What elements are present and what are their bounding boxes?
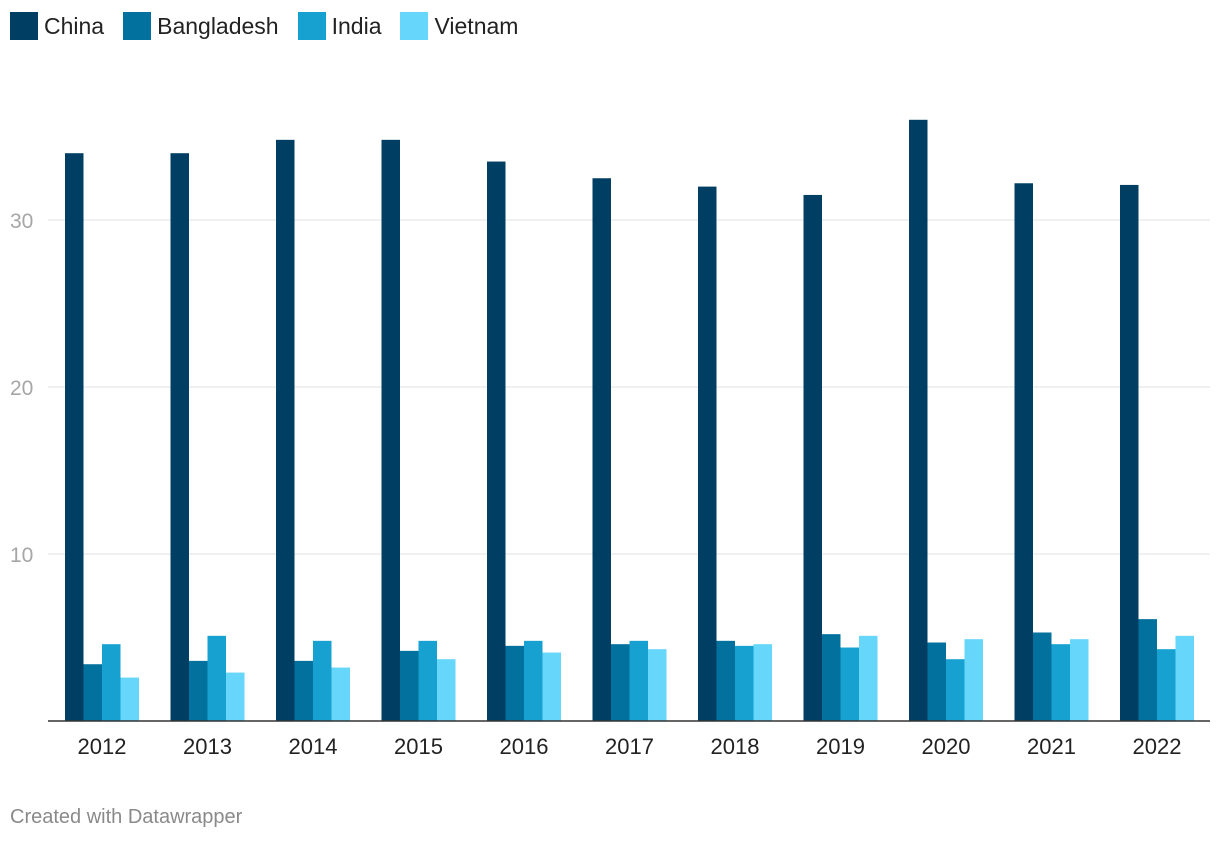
bar-vietnam-2021 — [1070, 639, 1089, 721]
x-tick-label: 2019 — [816, 734, 865, 759]
bar-vietnam-2016 — [542, 652, 561, 721]
legend-swatch — [10, 12, 38, 40]
x-tick-label: 2013 — [183, 734, 232, 759]
legend-item-india: India — [297, 11, 382, 41]
y-tick-label: 30 — [10, 210, 33, 233]
legend-swatch — [297, 12, 326, 40]
bar-india-2014 — [313, 640, 332, 721]
x-tick-label: 2021 — [1027, 734, 1076, 759]
x-tick-label: 2016 — [500, 734, 549, 759]
bar-india-2015 — [418, 640, 437, 721]
bar-china-2018 — [698, 186, 717, 722]
bar-china-2012 — [65, 153, 84, 721]
bar-india-2018 — [735, 645, 754, 721]
bar-china-2017 — [592, 178, 611, 721]
bar-china-2015 — [381, 139, 400, 722]
bar-bangladesh-2012 — [83, 664, 102, 721]
bar-bangladesh-2021 — [1033, 632, 1052, 721]
y-tick-label: 20 — [10, 377, 33, 400]
bar-china-2020 — [909, 119, 928, 722]
bar-india-2022 — [1157, 649, 1176, 721]
bar-bangladesh-2015 — [400, 650, 419, 721]
legend-swatch — [400, 12, 429, 40]
bar-bangladesh-2022 — [1138, 619, 1157, 721]
bar-vietnam-2017 — [648, 649, 667, 721]
legend-label: China — [44, 13, 105, 39]
bar-vietnam-2022 — [1175, 635, 1194, 721]
bar-india-2013 — [207, 635, 226, 721]
bar-vietnam-2012 — [120, 677, 139, 721]
bar-bangladesh-2016 — [505, 645, 524, 721]
legend-label: Vietnam — [434, 13, 519, 39]
legend-label: Bangladesh — [157, 13, 279, 39]
legend-item-china: China — [10, 11, 104, 41]
bar-china-2014 — [276, 139, 295, 722]
x-tick-label: 2015 — [394, 734, 443, 759]
bar-china-2016 — [487, 161, 506, 722]
bar-india-2020 — [946, 659, 965, 721]
bar-india-2019 — [840, 647, 859, 721]
bar-bangladesh-2018 — [716, 640, 735, 721]
bar-bangladesh-2017 — [611, 644, 630, 721]
footer-credit: Created with Datawrapper — [10, 806, 243, 828]
legend-item-vietnam: Vietnam — [400, 11, 518, 41]
y-tick-label: 10 — [10, 544, 33, 567]
bar-china-2022 — [1120, 184, 1139, 721]
legend-item-bangladesh: Bangladesh — [123, 11, 279, 41]
bar-india-2016 — [524, 640, 543, 721]
bar-china-2019 — [803, 194, 822, 721]
bar-vietnam-2018 — [753, 644, 772, 721]
bar-china-2021 — [1014, 183, 1033, 721]
legend-swatch — [123, 12, 152, 40]
bar-china-2013 — [170, 153, 189, 721]
bar-bangladesh-2019 — [822, 634, 841, 721]
x-tick-label: 2018 — [711, 734, 760, 759]
bar-vietnam-2014 — [331, 667, 350, 721]
bar-vietnam-2019 — [859, 635, 878, 721]
x-tick-label: 2020 — [922, 734, 971, 759]
bar-india-2021 — [1051, 644, 1070, 721]
chart-legend: China Bangladesh India Vietnam — [10, 11, 518, 41]
bar-india-2012 — [102, 644, 121, 721]
bar-bangladesh-2020 — [927, 642, 946, 721]
bar-vietnam-2013 — [226, 672, 245, 721]
x-tick-label: 2012 — [78, 734, 127, 759]
bar-vietnam-2015 — [437, 659, 456, 721]
bar-bangladesh-2013 — [189, 660, 208, 721]
x-tick-label: 2017 — [605, 734, 654, 759]
bar-bangladesh-2014 — [294, 660, 313, 721]
bar-india-2017 — [629, 640, 648, 721]
legend-label: India — [331, 13, 382, 39]
x-tick-label: 2014 — [289, 734, 338, 759]
bar-vietnam-2020 — [964, 639, 983, 721]
x-tick-label: 2022 — [1133, 734, 1182, 759]
